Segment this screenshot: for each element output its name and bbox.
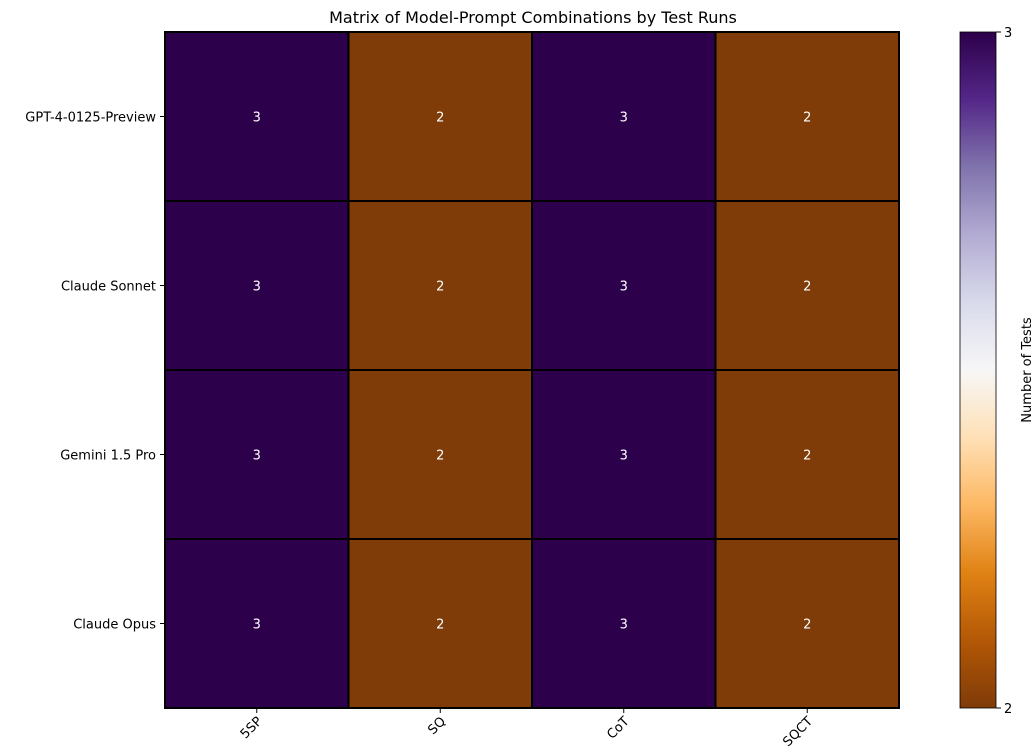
heatmap-cell [714,31,900,202]
colorbar-label: Number of Tests [1020,317,1034,423]
heatmap-cell [347,200,533,371]
colorbar-tick-label: 3 [1004,26,1012,41]
cell-value-label: 3 [253,280,261,295]
x-tick-label: SQCT [780,714,816,750]
y-tick-label: GPT-4-0125-Preview [25,111,156,126]
heatmap-cell [531,31,717,202]
heatmap-cell [164,31,350,202]
cell-annotations: 3 2 3 2 3 2 3 2 3 2 3 2 3 2 3 2 [253,111,812,633]
heatmap-cell [714,369,900,540]
cell-value-label: 2 [803,111,811,126]
y-axis-ticks: GPT-4-0125-Preview Claude Sonnet Gemini 1.… [25,111,165,633]
cell-value-label: 2 [803,280,811,295]
x-tick-label: SQ [425,714,449,738]
cell-value-label: 3 [620,280,628,295]
y-tick-label: Claude Sonnet [61,280,156,295]
x-tick-label: CoT [604,714,632,742]
colorbar-tick-label: 2 [1004,702,1012,717]
cell-value-label: 3 [253,111,261,126]
x-axis-ticks: 5SP SQ CoT SQCT [238,708,816,750]
cell-value-label: 2 [436,111,444,126]
heatmap-cell [164,538,350,709]
chart-title: Matrix of Model-Prompt Combinations by T… [329,8,737,27]
cell-value-label: 2 [803,618,811,633]
heatmap-cell [164,200,350,371]
cell-value-label: 3 [620,618,628,633]
cell-value-label: 2 [803,449,811,464]
y-tick-label: Claude Opus [73,618,156,633]
heatmap-cell [347,31,533,202]
x-tick-label: 5SP [238,714,266,742]
colorbar [959,31,997,709]
cell-value-label: 3 [253,618,261,633]
cell-value-label: 2 [436,280,444,295]
heatmap-cell [714,200,900,371]
heatmap-cell [347,538,533,709]
colorbar-ticks: 23 [996,26,1012,717]
cell-value-label: 2 [436,449,444,464]
cell-value-label: 3 [620,449,628,464]
heatmap-cell [714,538,900,709]
heatmap-cell [531,538,717,709]
y-tick-label: Gemini 1.5 Pro [60,449,156,464]
cell-value-label: 2 [436,618,444,633]
cell-value-label: 3 [620,111,628,126]
heatmap-cells [164,31,900,709]
cell-value-label: 3 [253,449,261,464]
heatmap-cell [347,369,533,540]
